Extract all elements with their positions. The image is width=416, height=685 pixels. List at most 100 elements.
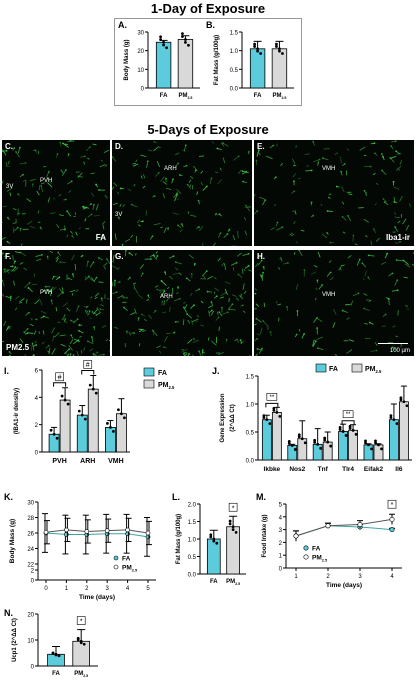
legend-swatch bbox=[315, 363, 327, 373]
microglia-process bbox=[140, 154, 147, 158]
y-axis-label: Body Mass (g) bbox=[124, 39, 130, 80]
microglia-process bbox=[313, 317, 318, 323]
data-point bbox=[66, 402, 70, 406]
microglia-cell bbox=[264, 199, 267, 201]
microglia-process bbox=[332, 322, 336, 328]
microglia-process bbox=[161, 301, 163, 306]
bar bbox=[399, 401, 409, 461]
x-tick-label: 1 bbox=[65, 586, 69, 592]
microglia-process bbox=[85, 310, 89, 316]
microglia-cell bbox=[391, 346, 394, 349]
microglia-process bbox=[114, 233, 117, 240]
microglia-process bbox=[322, 157, 329, 161]
microglia-cell bbox=[396, 289, 399, 292]
microglia-process bbox=[109, 350, 110, 352]
region-label-vmh: VMH bbox=[322, 292, 336, 298]
microglia-cell bbox=[206, 290, 209, 293]
microglia-cell bbox=[90, 213, 93, 216]
microglia-cell bbox=[154, 309, 157, 312]
microglia-process bbox=[259, 196, 265, 200]
microglia-process bbox=[182, 149, 186, 152]
microglia-cell bbox=[387, 297, 390, 300]
y-axis-label: Gene Expression bbox=[220, 393, 226, 442]
microglia-cell bbox=[399, 240, 402, 243]
microglia-process bbox=[317, 347, 324, 351]
microglia-process bbox=[411, 264, 414, 266]
microglia-cell bbox=[35, 344, 38, 346]
microglia-cell bbox=[225, 338, 228, 341]
microglia-process bbox=[295, 241, 298, 244]
microglia-process bbox=[172, 272, 179, 275]
microglia-process bbox=[40, 182, 45, 185]
microglia-cell bbox=[352, 234, 355, 237]
microglia-process bbox=[320, 203, 323, 206]
microglia-process bbox=[239, 295, 244, 300]
microglia-process bbox=[93, 311, 98, 316]
microglia-cell bbox=[321, 284, 324, 286]
region-label-pvh: PVH bbox=[40, 290, 53, 296]
microglia-process bbox=[2, 293, 4, 297]
microglia-process bbox=[293, 252, 296, 255]
data-point bbox=[212, 537, 216, 541]
microglia-process bbox=[176, 292, 179, 294]
microglia-process bbox=[214, 287, 220, 292]
microglia-cell bbox=[257, 149, 260, 152]
microglia-cell bbox=[314, 340, 317, 343]
microglia-process bbox=[224, 281, 231, 285]
microglia-cell bbox=[89, 146, 91, 148]
microglia-cell bbox=[327, 196, 330, 199]
microglia-process bbox=[106, 297, 110, 300]
y-tick-label: 22 bbox=[27, 563, 34, 569]
microglia-cell bbox=[6, 240, 9, 243]
significance-box bbox=[228, 502, 238, 512]
x-tick-label: FA bbox=[210, 579, 218, 585]
microglia-process bbox=[298, 177, 301, 180]
microglia-process bbox=[219, 167, 222, 171]
microglia-cell bbox=[93, 203, 95, 206]
microglia-process bbox=[23, 328, 28, 334]
microglia-process bbox=[169, 306, 171, 312]
microglia-process bbox=[163, 346, 167, 349]
microglia-process bbox=[215, 213, 219, 216]
microglia-process bbox=[61, 287, 64, 294]
microglia-process bbox=[50, 291, 52, 297]
legend-marker bbox=[303, 554, 309, 560]
microglia-cell bbox=[69, 319, 72, 322]
data-point bbox=[374, 439, 377, 443]
microglia-process bbox=[374, 342, 378, 346]
microglia-cell bbox=[275, 176, 277, 179]
data-point bbox=[329, 444, 333, 448]
microglia-process bbox=[2, 221, 3, 223]
significance-box bbox=[387, 499, 397, 509]
y-tick-label: 2.0 bbox=[188, 503, 197, 509]
microglia-process bbox=[244, 206, 252, 209]
microglia-process bbox=[104, 267, 107, 270]
microglia-process bbox=[283, 262, 289, 265]
microglia-cell bbox=[272, 144, 275, 147]
region-label-3v: 3V bbox=[115, 212, 123, 218]
microglia-process bbox=[224, 288, 228, 296]
significance-marker: * bbox=[232, 505, 235, 512]
microglia-process bbox=[356, 259, 361, 266]
data-point bbox=[77, 409, 81, 413]
microglia-cell bbox=[347, 214, 349, 217]
microglia-process bbox=[329, 276, 334, 281]
microglia-process bbox=[42, 330, 45, 335]
microglia-process bbox=[293, 221, 296, 225]
microglia-cell bbox=[5, 149, 8, 152]
microglia-cell bbox=[133, 332, 136, 334]
microglia-process bbox=[340, 156, 342, 164]
microglia-process bbox=[58, 214, 64, 217]
microglia-process bbox=[188, 179, 192, 183]
data-point bbox=[159, 38, 162, 41]
microglia-cell bbox=[357, 292, 360, 295]
microglia-cell bbox=[321, 157, 324, 159]
y-tick-label: 0 bbox=[35, 451, 39, 457]
microglia-process bbox=[75, 231, 78, 236]
microglia-cell bbox=[32, 354, 35, 356]
microglia-cell bbox=[35, 318, 37, 321]
microglia-process bbox=[47, 350, 50, 354]
microglia-process bbox=[6, 325, 9, 331]
microglia-process bbox=[191, 318, 199, 323]
microglia-process bbox=[395, 241, 398, 245]
